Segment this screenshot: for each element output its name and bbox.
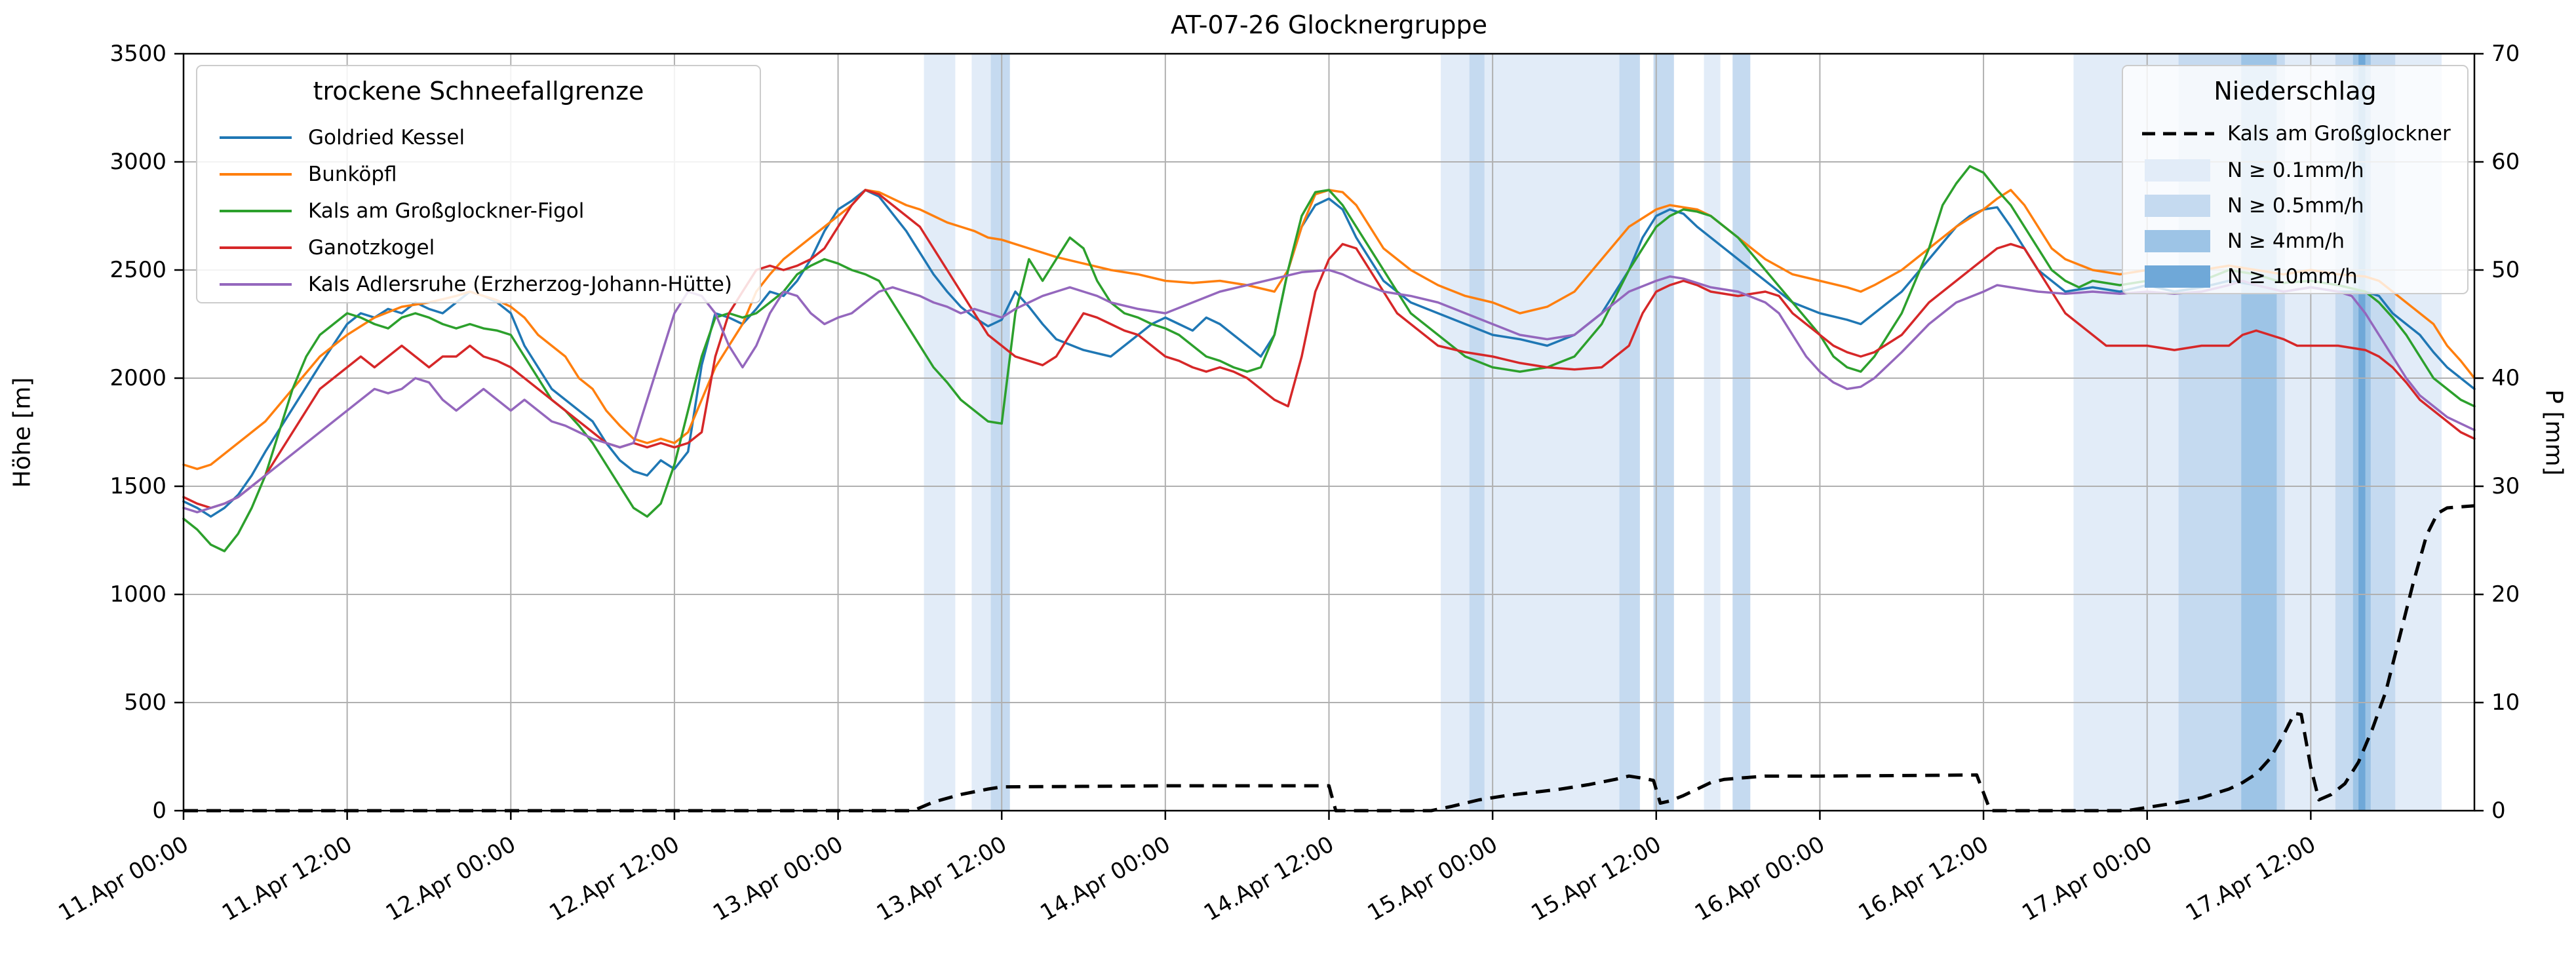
precip-line bbox=[184, 504, 2475, 813]
y-axis-label-right: P [mm] bbox=[2540, 389, 2567, 476]
x-tick-label: 12.Apr 12:00 bbox=[545, 831, 684, 926]
y-left-tick-label: 0 bbox=[152, 798, 166, 824]
y-left-tick-label: 3000 bbox=[109, 149, 166, 175]
y-right-tick-label: 0 bbox=[2491, 798, 2506, 824]
y-right-tick-label: 50 bbox=[2491, 257, 2520, 283]
x-tick-label: 15.Apr 00:00 bbox=[1363, 831, 1502, 926]
chart-title: AT-07-26 Glocknergruppe bbox=[1171, 10, 1487, 39]
legend-title: trockene Schneefallgrenze bbox=[313, 77, 644, 106]
y-right-tick-label: 30 bbox=[2491, 473, 2520, 499]
legend-patch-sample bbox=[2145, 195, 2210, 217]
x-tick-label: 17.Apr 00:00 bbox=[2018, 831, 2156, 926]
x-tick-label: 14.Apr 00:00 bbox=[1036, 831, 1175, 926]
y-left-tick-label: 2500 bbox=[109, 257, 166, 283]
x-tick-label: 13.Apr 00:00 bbox=[709, 831, 848, 926]
series-bunk-pfl bbox=[182, 189, 2476, 471]
precip-band-10 bbox=[2358, 54, 2366, 811]
x-tick-label: 14.Apr 12:00 bbox=[1200, 831, 1338, 926]
y-left-tick-label: 500 bbox=[124, 689, 166, 716]
legend-item-label: Kals Adlersruhe (Erzherzog-Johann-Hütte) bbox=[308, 273, 732, 296]
legend-item-label: Bunköpfl bbox=[308, 163, 397, 186]
y-right-tick-label: 10 bbox=[2491, 689, 2520, 716]
legend-item-label: N ≥ 0.5mm/h bbox=[2227, 194, 2364, 218]
x-tick-label: 11.Apr 00:00 bbox=[54, 831, 193, 926]
legend-snowline: trockene Schneefallgrenze Goldried Kessel… bbox=[196, 65, 761, 303]
legend-item-label: Kals am Großglockner-Figol bbox=[308, 199, 584, 223]
y-right-tick-label: 40 bbox=[2491, 365, 2520, 391]
legend-patch-sample bbox=[2145, 230, 2210, 252]
legend-item-label: N ≥ 10mm/h bbox=[2227, 265, 2358, 288]
x-tick-label: 13.Apr 12:00 bbox=[872, 831, 1011, 926]
precip-band-0.1 bbox=[1704, 54, 1721, 811]
legend-box bbox=[196, 65, 761, 303]
y-right-tick-label: 70 bbox=[2491, 41, 2520, 67]
legend-item-label: Goldried Kessel bbox=[308, 126, 465, 149]
x-tick-label: 11.Apr 12:00 bbox=[218, 831, 357, 926]
x-tick-label: 15.Apr 12:00 bbox=[1527, 831, 1666, 926]
x-tick-label: 12.Apr 00:00 bbox=[381, 831, 520, 926]
series-kals-am-gro-glockner-figol bbox=[182, 164, 2476, 552]
y-left-tick-label: 1000 bbox=[109, 581, 166, 608]
y-left-tick-label: 1500 bbox=[109, 473, 166, 499]
legend-patch-sample bbox=[2145, 159, 2210, 182]
legend-item-label: N ≥ 0.1mm/h bbox=[2227, 159, 2364, 182]
legend-item-label: Kals am Großglockner bbox=[2227, 122, 2451, 145]
precip-band-0.5 bbox=[990, 54, 1010, 811]
precip-band-0.5 bbox=[1619, 54, 1640, 811]
legend-title: Niederschlag bbox=[2214, 77, 2376, 106]
legend-patch-sample bbox=[2145, 265, 2210, 288]
legend-precip: Niederschlag Kals am Großglockner N ≥ 0.1m… bbox=[2122, 65, 2469, 294]
y-right-tick-label: 60 bbox=[2491, 149, 2520, 175]
y-left-tick-label: 2000 bbox=[109, 365, 166, 391]
legend-item-label: N ≥ 4mm/h bbox=[2227, 229, 2345, 253]
x-tick-label: 16.Apr 00:00 bbox=[1690, 831, 1829, 926]
x-tick-label: 16.Apr 12:00 bbox=[1854, 831, 1993, 926]
precip-band-0.5 bbox=[1732, 54, 1751, 811]
precip-band-0.5 bbox=[1469, 54, 1485, 811]
x-tick-label: 17.Apr 12:00 bbox=[2181, 831, 2320, 926]
precip-band-0.1 bbox=[924, 54, 956, 811]
legend-item-label: Ganotzkogel bbox=[308, 236, 435, 260]
y-axis-label-left: Höhe [m] bbox=[9, 377, 36, 488]
precip-band-0.5 bbox=[1653, 54, 1674, 811]
series-kals-adlersruhe-erzherzog-johann-h-tte bbox=[182, 269, 2476, 514]
series-goldried-kessel bbox=[182, 189, 2476, 518]
y-left-tick-label: 3500 bbox=[109, 41, 166, 67]
y-right-tick-label: 20 bbox=[2491, 581, 2520, 608]
